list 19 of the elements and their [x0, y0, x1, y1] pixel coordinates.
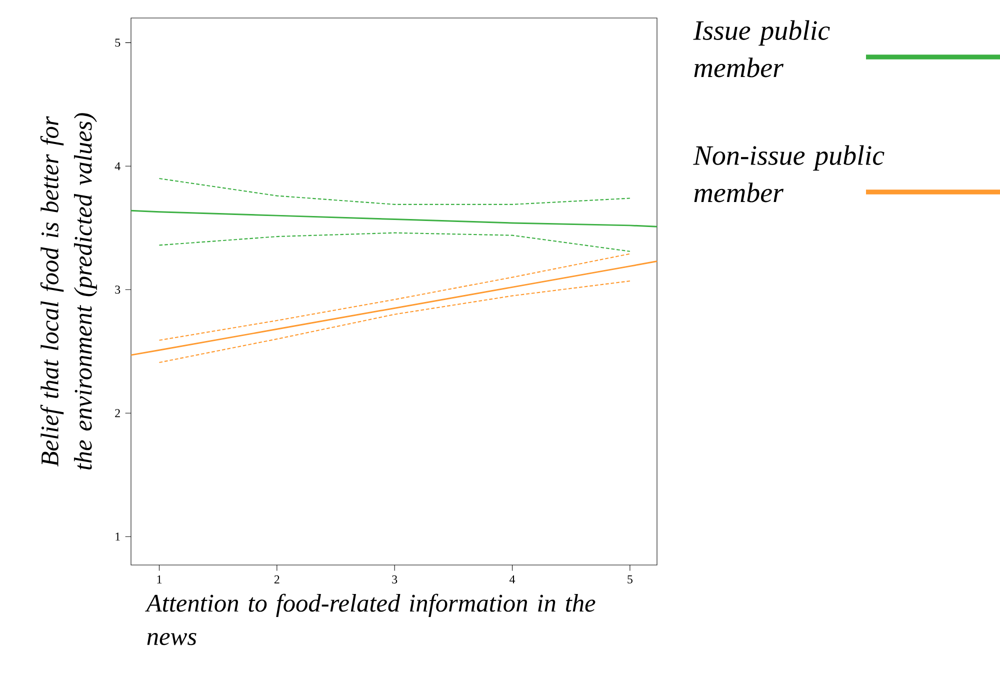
line-series — [158, 253, 630, 341]
x-axis-title: Attention to food-related information in the news — [144, 594, 596, 646]
y-tick-label: 4 — [114, 162, 120, 170]
line-series — [158, 178, 630, 205]
y-tick-label: 5 — [115, 38, 120, 47]
text: Non-issue public member — [693, 145, 884, 202]
x-tick-label: 4 — [509, 575, 516, 584]
x-tick-label: 5 — [628, 575, 632, 584]
y-tick-label: 3 — [115, 286, 120, 294]
y-tick-label: 1 — [116, 532, 120, 541]
line-series — [158, 232, 630, 252]
line-series — [158, 280, 630, 364]
x-tick-label: 1 — [157, 575, 162, 584]
legend-label: Issue public member — [693, 20, 830, 78]
line-series — [130, 210, 658, 228]
x-tick-label: 3 — [392, 575, 398, 584]
y-tick-label: 2 — [115, 409, 120, 418]
x-tick-label: 2 — [274, 575, 280, 584]
y-axis-title: Belief that local food is better for the environment (predicted values) — [40, 113, 97, 470]
